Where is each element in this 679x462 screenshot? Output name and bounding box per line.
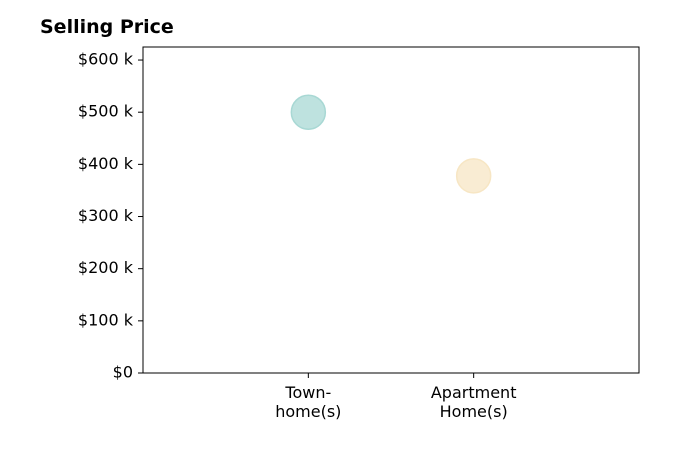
y-tick-label: $600 k [78,50,134,69]
x-tick-label: Apartment [431,383,517,402]
chart-title: Selling Price [40,16,174,38]
data-point [455,158,492,194]
y-tick-label: $400 k [78,154,134,173]
y-tick-label: $300 k [78,206,134,225]
x-tick-label: Town- [284,383,331,402]
y-tick-label: $500 k [78,102,134,121]
x-tick-label: Home(s) [440,402,508,421]
y-tick-label: $200 k [78,258,134,277]
data-points [290,94,492,194]
y-axis: $0 $100 k $200 k $300 k $400 k $500 k $600 k [78,50,143,382]
y-tick-label: $0 [113,363,133,382]
y-tick-label: $100 k [78,310,134,329]
data-point [290,94,327,130]
plot-area-frame [142,46,640,374]
x-tick-label: home(s) [275,402,341,421]
